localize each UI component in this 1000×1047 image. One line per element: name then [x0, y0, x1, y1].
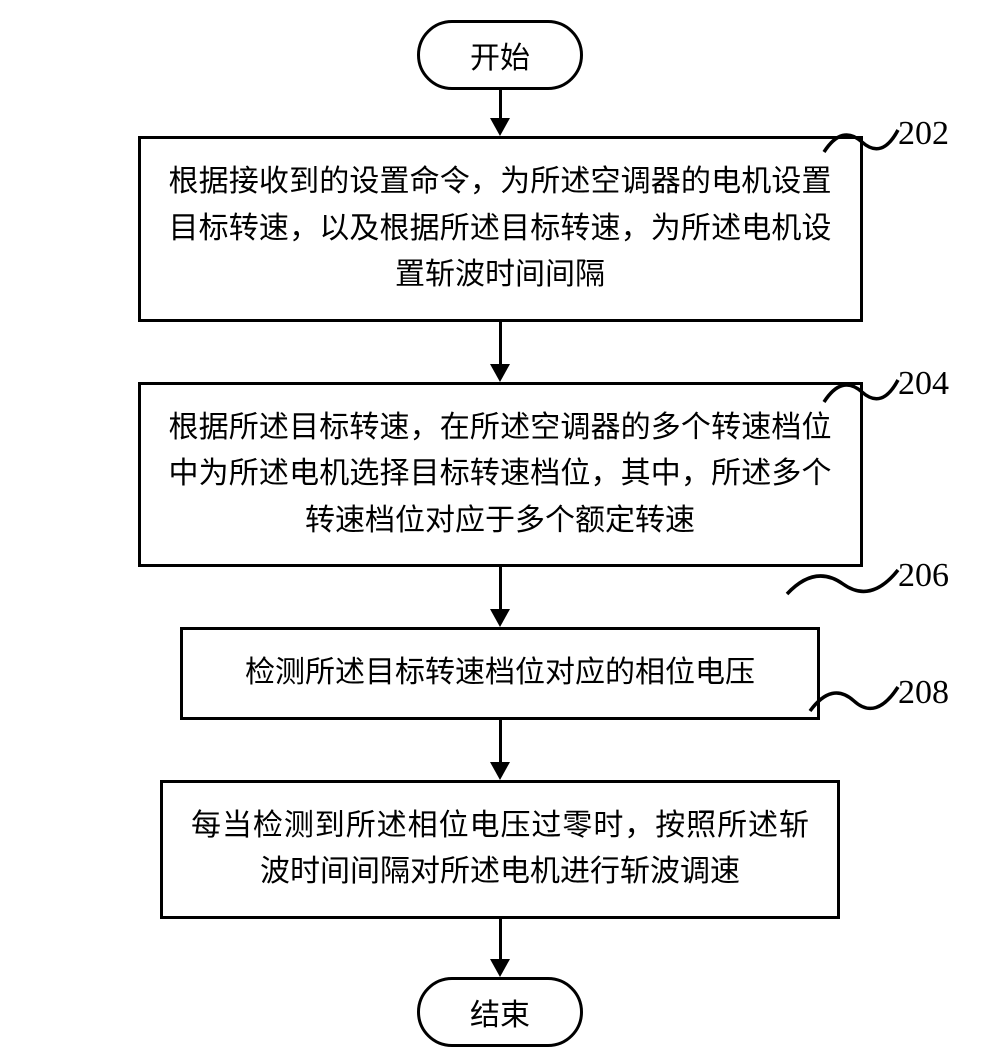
- arrow-line: [499, 720, 502, 762]
- connector-tilde-icon: [808, 681, 900, 721]
- connector-tilde-icon: [822, 122, 900, 162]
- arrow-head-icon: [490, 959, 510, 977]
- arrow-head-icon: [490, 364, 510, 382]
- process-step-208: 每当检测到所述相位电压过零时，按照所述斩波时间间隔对所述电机进行斩波调速: [160, 780, 840, 919]
- label-text: 208: [898, 674, 949, 711]
- end-label: 结束: [470, 999, 530, 1032]
- arrow-head-icon: [490, 118, 510, 136]
- process-step-206: 检测所述目标转速档位对应的相位电压: [180, 627, 820, 720]
- label-text: 204: [898, 365, 949, 402]
- connector-tilde-icon: [822, 372, 900, 412]
- start-terminal: 开始: [417, 20, 583, 90]
- process-step-204: 根据所述目标转速，在所述空调器的多个转速档位中为所述电机选择目标转速档位，其中，…: [138, 382, 863, 568]
- process-text: 根据接收到的设置命令，为所述空调器的电机设置目标转速，以及根据所述目标转速，为所…: [169, 165, 832, 291]
- arrow-2: [490, 567, 510, 627]
- connector-tilde-icon: [785, 564, 900, 604]
- end-terminal: 结束: [417, 977, 583, 1047]
- arrow-0: [490, 90, 510, 136]
- start-label: 开始: [470, 42, 530, 75]
- arrow-line: [499, 919, 502, 959]
- step-label-208: 208: [898, 674, 949, 712]
- process-step-202: 根据接收到的设置命令，为所述空调器的电机设置目标转速，以及根据所述目标转速，为所…: [138, 136, 863, 322]
- process-text: 检测所述目标转速档位对应的相位电压: [245, 656, 755, 689]
- arrow-3: [490, 720, 510, 780]
- process-text: 根据所述目标转速，在所述空调器的多个转速档位中为所述电机选择目标转速档位，其中，…: [169, 411, 832, 537]
- step-label-204: 204: [898, 365, 949, 403]
- process-text: 每当检测到所述相位电压过零时，按照所述斩波时间间隔对所述电机进行斩波调速: [191, 809, 809, 889]
- step-label-202: 202: [898, 115, 949, 153]
- label-text: 206: [898, 557, 949, 594]
- arrow-line: [499, 90, 502, 118]
- arrow-4: [490, 919, 510, 977]
- step-label-206: 206: [898, 557, 949, 595]
- label-text: 202: [898, 115, 949, 152]
- arrow-head-icon: [490, 609, 510, 627]
- arrow-head-icon: [490, 762, 510, 780]
- arrow-line: [499, 567, 502, 609]
- arrow-line: [499, 322, 502, 364]
- arrow-1: [490, 322, 510, 382]
